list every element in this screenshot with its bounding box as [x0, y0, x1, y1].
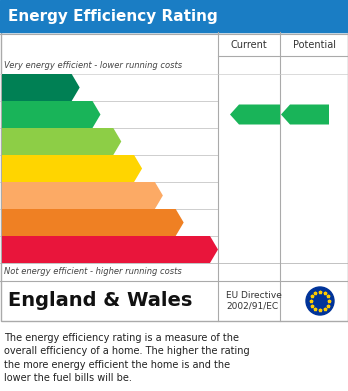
Text: Current: Current [231, 40, 267, 50]
Polygon shape [2, 155, 142, 182]
Polygon shape [281, 104, 329, 124]
Text: E: E [142, 188, 153, 203]
Text: 83: 83 [247, 108, 267, 122]
Polygon shape [2, 74, 80, 101]
Text: The energy efficiency rating is a measure of the
overall efficiency of a home. T: The energy efficiency rating is a measur… [4, 333, 250, 383]
Text: (55-68): (55-68) [6, 164, 41, 173]
Text: F: F [163, 215, 174, 230]
Polygon shape [2, 128, 121, 155]
Text: Potential: Potential [293, 40, 335, 50]
Text: (92-100): (92-100) [6, 83, 46, 92]
Text: (21-38): (21-38) [6, 218, 41, 227]
Circle shape [306, 287, 334, 315]
Polygon shape [2, 182, 163, 209]
Polygon shape [2, 236, 218, 263]
Polygon shape [2, 101, 101, 128]
Text: Very energy efficient - lower running costs: Very energy efficient - lower running co… [4, 61, 182, 70]
Bar [0, 32, 348, 321]
Text: (69-80): (69-80) [6, 137, 40, 146]
Text: (1-20): (1-20) [6, 245, 35, 254]
Text: Energy Efficiency Rating: Energy Efficiency Rating [8, 9, 218, 23]
Text: England & Wales: England & Wales [8, 292, 192, 310]
Bar [0, 0, 348, 32]
Text: G: G [196, 242, 208, 257]
Polygon shape [230, 104, 280, 124]
Text: A: A [58, 80, 70, 95]
Text: D: D [119, 161, 132, 176]
Text: C: C [100, 134, 111, 149]
Text: (81-91): (81-91) [6, 110, 41, 119]
Text: (39-54): (39-54) [6, 191, 41, 200]
Text: Not energy efficient - higher running costs: Not energy efficient - higher running co… [4, 267, 182, 276]
Text: B: B [79, 107, 90, 122]
Text: EU Directive
2002/91/EC: EU Directive 2002/91/EC [226, 291, 282, 311]
Polygon shape [2, 209, 184, 236]
Text: 86: 86 [298, 108, 317, 122]
